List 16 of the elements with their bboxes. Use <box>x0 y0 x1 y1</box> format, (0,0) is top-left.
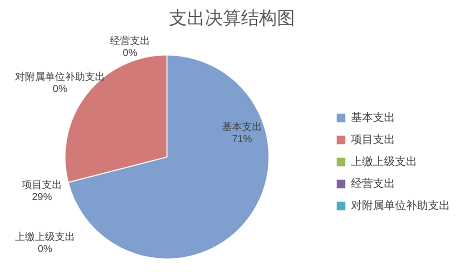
legend-label: 经营支出 <box>351 177 395 190</box>
category-label: 上缴上级支出 <box>15 232 75 243</box>
category-label: 经营支出 <box>110 36 150 47</box>
slice-label: 项目支出 <box>22 179 62 191</box>
data-label: 29% <box>32 192 52 203</box>
data-label: 71% <box>232 134 252 145</box>
chart-title: 支出决算结构图 <box>169 8 295 28</box>
legend-label: 基本支出 <box>351 111 395 124</box>
category-label: 对附属单位补助支出 <box>15 72 105 83</box>
legend-label: 对附属单位补助支出 <box>351 199 450 212</box>
text: 0% <box>122 48 138 59</box>
legend-label: 项目支出 <box>351 133 395 146</box>
text: 0% <box>52 84 68 95</box>
text: 0% <box>38 244 52 255</box>
legend-label: 上缴上级支出 <box>351 155 417 168</box>
slice-label: 基本支出 <box>222 121 262 133</box>
